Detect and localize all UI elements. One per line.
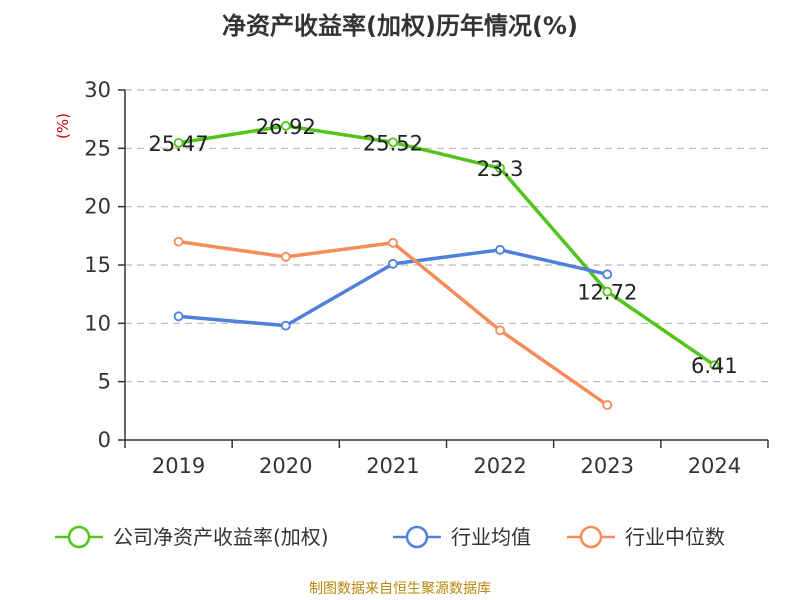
series-line (178, 124, 716, 367)
chart-title: 净资产收益率(加权)历年情况(%) (222, 12, 578, 40)
x-tick-label: 2024 (688, 454, 741, 478)
legend-marker-icon (579, 525, 603, 549)
data-point (173, 236, 184, 247)
data-point (173, 137, 184, 148)
data-point (388, 258, 398, 269)
data-point (495, 163, 505, 174)
legend-marker-icon (405, 525, 429, 549)
data-point (602, 400, 613, 410)
x-tick-label: 2022 (473, 454, 526, 478)
data-point (495, 244, 505, 255)
x-tick-label: 2019 (152, 454, 205, 478)
axes: 0 5 10 15 20 25 30 2019 2020 2021 2022 2023 2024 (84, 78, 769, 478)
x-tick-label: 2021 (366, 454, 419, 478)
y-axis-unit-label: (%) (54, 113, 72, 139)
legend-marker-icon (67, 525, 91, 549)
x-tick-label: 2020 (259, 454, 312, 478)
y-tick-label: 25 (84, 136, 111, 160)
legend-label: 行业中位数 (625, 525, 725, 549)
y-tick-label: 30 (84, 78, 111, 102)
y-tick-label: 5 (98, 370, 111, 394)
source-note: 制图数据来自恒生聚源数据库 (309, 581, 491, 597)
data-point (602, 286, 613, 297)
data-label: 25.47 (149, 132, 209, 156)
data-point (280, 320, 291, 331)
data-labels: 25.47 26.92 25.52 23.3 12.72 6.41 (149, 115, 738, 378)
data-label: 26.92 (256, 115, 316, 139)
x-tick-label: 2023 (581, 454, 634, 478)
data-label: 12.72 (577, 281, 637, 305)
data-label: 6.41 (691, 354, 738, 378)
legend: 公司净资产收益率(加权) 行业均值 行业中位数 (55, 525, 725, 549)
data-point (280, 121, 291, 131)
data-point (388, 137, 398, 148)
data-point (602, 269, 613, 280)
y-tick-label: 15 (84, 253, 111, 277)
grid-lines (125, 89, 768, 383)
data-label: 25.52 (363, 131, 423, 155)
legend-label: 公司净资产收益率(加权) (113, 525, 329, 549)
data-point (173, 311, 184, 322)
data-point (495, 325, 505, 336)
data-point (388, 237, 398, 248)
y-tick-label: 10 (84, 311, 111, 335)
data-point (280, 251, 291, 262)
data-point (709, 360, 720, 371)
data-label: 23.3 (477, 157, 524, 181)
legend-label: 行业均值 (451, 525, 531, 549)
y-tick-label: 0 (98, 428, 111, 452)
series (173, 121, 720, 410)
y-tick-label: 20 (84, 195, 111, 219)
